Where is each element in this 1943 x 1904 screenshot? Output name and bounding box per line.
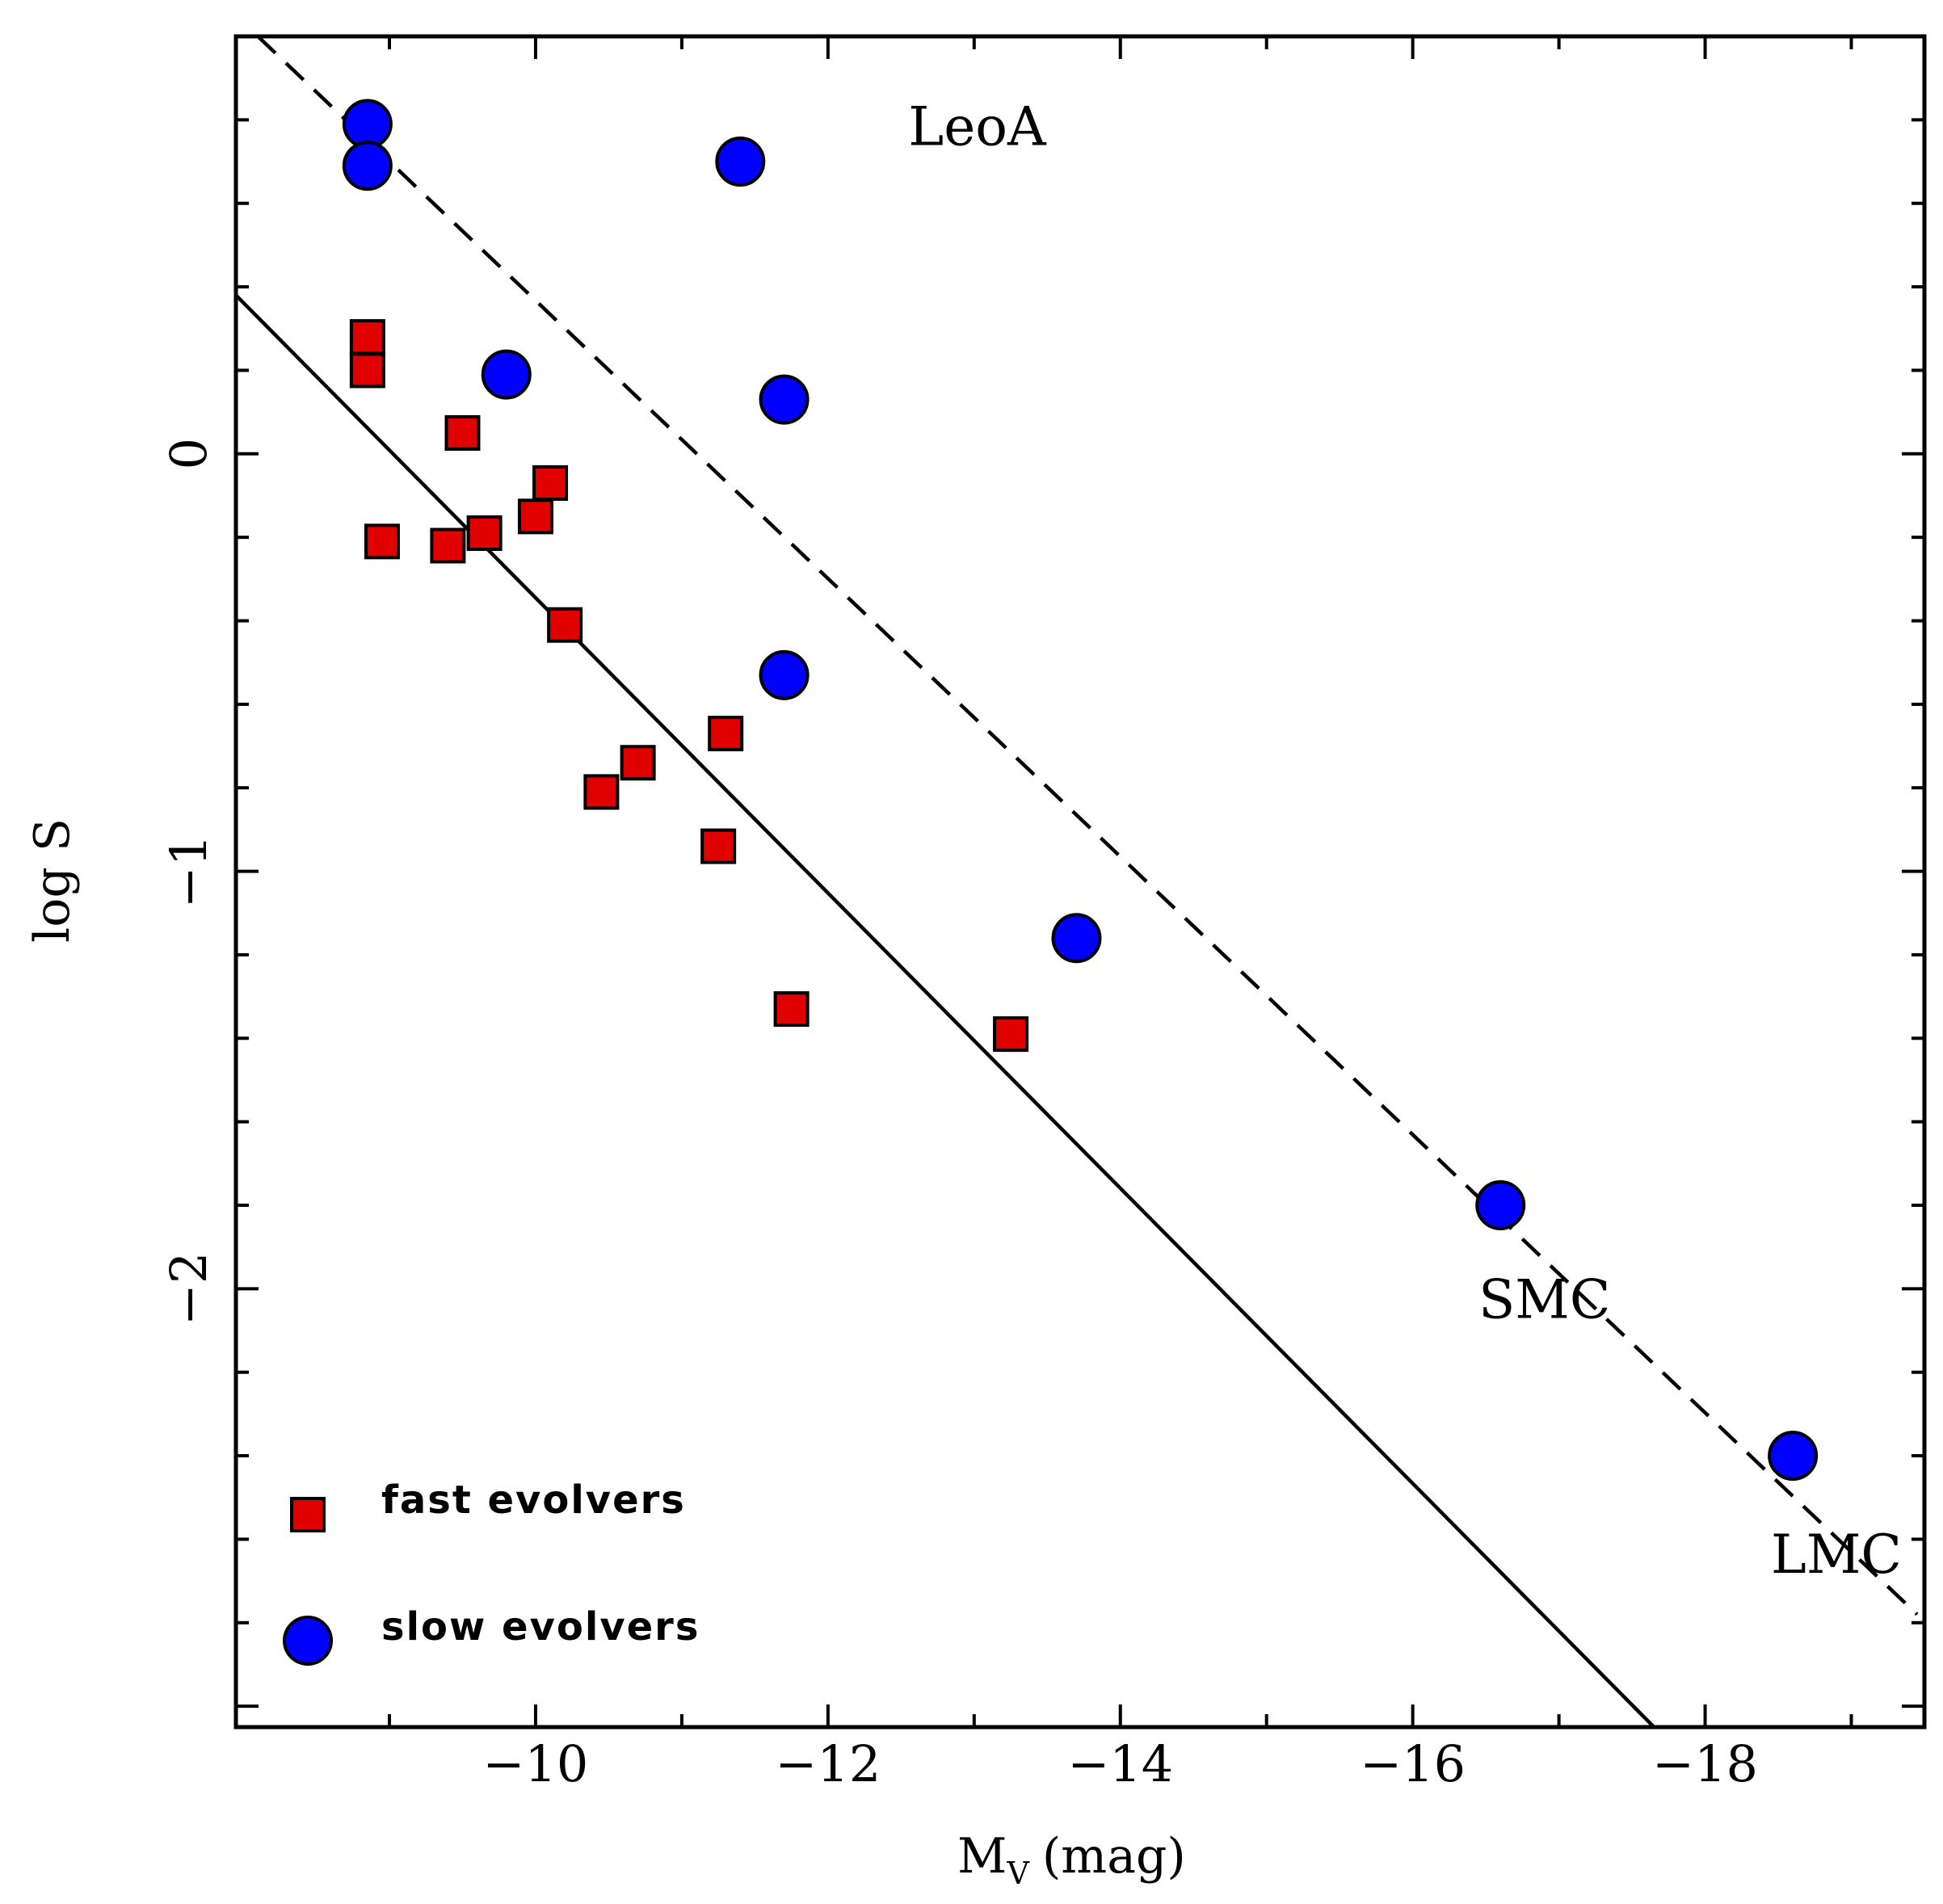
legend-slow-marker	[283, 1616, 333, 1666]
x-tick-label: −18	[1652, 1734, 1758, 1793]
slow-evolver-point	[715, 137, 766, 187]
dashed-fit-line	[256, 36, 1919, 1616]
y-tick-label: −2	[159, 1252, 218, 1326]
annotation-leoa: LeoA	[908, 95, 1047, 158]
slow-evolver-point	[1475, 1180, 1526, 1231]
fast-evolver-point	[547, 607, 583, 643]
slow-evolver-point	[759, 374, 810, 425]
annotation-smc: SMC	[1478, 1269, 1610, 1331]
x-axis-title-sub: V	[1006, 1856, 1029, 1891]
fit-lines	[236, 36, 1919, 1727]
legend: fast evolvers slow evolvers	[283, 1477, 700, 1666]
y-axis-title: log S	[24, 818, 81, 943]
x-tick-label: −10	[483, 1734, 589, 1793]
fast-evolver-point	[430, 527, 466, 564]
fast-evolver-point	[708, 716, 744, 752]
tick-labels: −10 −12 −14 −16 −18 0 −1 −2	[159, 438, 1758, 1793]
y-tick-label: 0	[159, 438, 218, 469]
x-tick-label: −12	[775, 1734, 881, 1793]
fast-evolver-point	[620, 745, 656, 781]
slow-evolver-point	[1768, 1431, 1819, 1482]
annotation-lmc: LMC	[1771, 1524, 1902, 1586]
x-tick-label: −16	[1360, 1734, 1466, 1793]
slow-evolver-point	[481, 349, 532, 400]
x-axis-title: MV (mag)	[957, 1828, 1186, 1891]
fast-evolver-point	[993, 1016, 1029, 1053]
data-markers	[342, 99, 1819, 1482]
x-tick-label: −14	[1067, 1734, 1173, 1793]
slow-evolver-point	[342, 141, 393, 191]
legend-fast-label: fast evolvers	[381, 1477, 686, 1523]
plot-frame	[233, 34, 1927, 1730]
fast-evolver-point	[700, 828, 737, 864]
legend-slow-label: slow evolvers	[381, 1604, 700, 1650]
slow-evolver-point	[1051, 913, 1102, 964]
fast-evolver-point	[466, 515, 503, 551]
fast-evolver-point	[364, 523, 400, 560]
fast-evolver-point	[349, 319, 385, 355]
slow-evolver-point	[342, 99, 393, 149]
fast-evolver-point	[583, 774, 620, 810]
y-tick-label: −1	[159, 834, 218, 908]
fast-evolver-point	[517, 498, 553, 535]
fast-evolver-point	[773, 991, 810, 1028]
axis-ticks	[236, 36, 1924, 1727]
legend-fast-marker	[290, 1497, 326, 1532]
x-axis-title-main: M	[957, 1828, 1007, 1885]
slow-evolver-point	[759, 649, 810, 700]
fast-evolver-point	[444, 414, 481, 451]
x-axis-title-unit: (mag)	[1042, 1828, 1186, 1885]
fast-evolver-point	[349, 352, 385, 389]
fast-evolver-point	[532, 464, 569, 501]
